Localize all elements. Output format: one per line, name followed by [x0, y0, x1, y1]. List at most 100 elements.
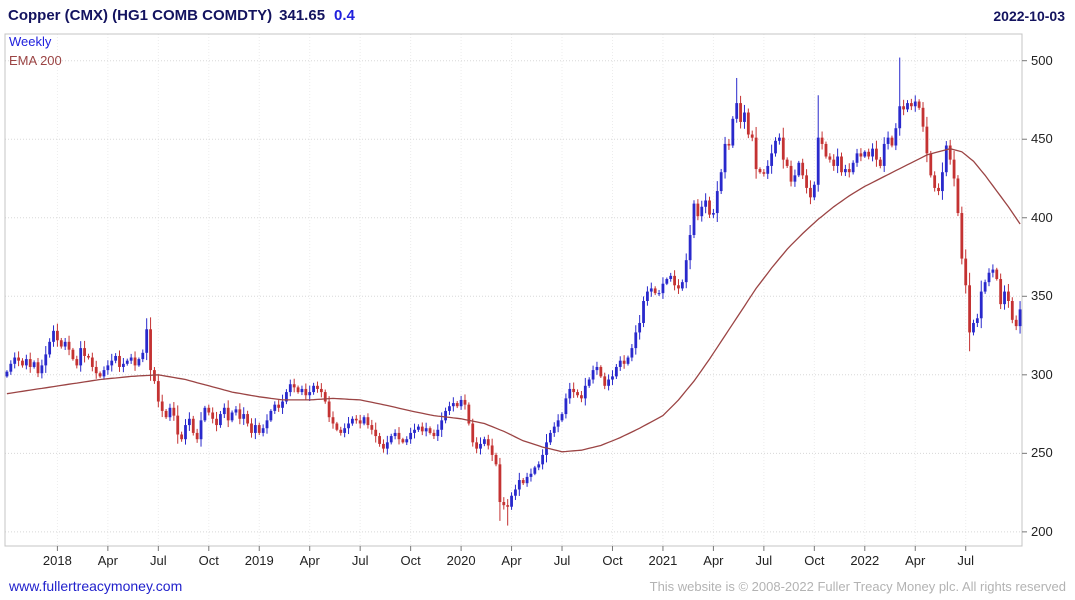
candle-body — [382, 443, 385, 449]
candle-body — [28, 359, 32, 367]
candle-body — [533, 467, 537, 474]
candle-body — [517, 480, 521, 490]
chart-date: 2022-10-03 — [993, 7, 1065, 24]
candle-body — [292, 384, 296, 388]
candle-body — [770, 153, 774, 166]
candle-body — [886, 137, 890, 144]
candle-body — [727, 143, 731, 146]
candle-body — [692, 203, 696, 236]
candle-body — [812, 184, 816, 198]
candle-body — [67, 341, 71, 350]
candle-body — [5, 371, 9, 377]
candle-body — [226, 407, 230, 421]
candle-body — [956, 178, 960, 214]
candle-body — [71, 349, 75, 360]
candle-body — [902, 106, 906, 110]
candle-body — [133, 357, 137, 366]
candle-body — [646, 291, 649, 301]
candle-body — [564, 398, 568, 415]
x-axis-label: Jul — [957, 553, 975, 568]
candle-body — [494, 454, 498, 465]
candle-body — [98, 373, 102, 377]
candle-body — [195, 432, 199, 440]
candle-body — [288, 384, 292, 393]
site-link[interactable]: www.fullertreacymoney.com — [9, 578, 183, 594]
candle-body — [420, 426, 424, 432]
price-chart[interactable]: Weekly EMA 200 200 250 300 350 400 450 500 2018… — [0, 28, 1075, 572]
candle-body — [618, 360, 622, 367]
candle-body — [463, 399, 467, 405]
candle-body — [797, 162, 801, 176]
candle-body — [626, 357, 630, 364]
candle-body — [909, 103, 913, 107]
x-axis-label: 2019 — [244, 553, 274, 568]
candle-body — [207, 407, 211, 413]
candle-body — [925, 126, 929, 154]
candle-body — [486, 439, 490, 446]
candle-body — [36, 362, 40, 374]
candle-body — [296, 387, 300, 393]
candle-body — [863, 151, 867, 157]
candle-body — [160, 401, 164, 411]
candle-body — [595, 366, 599, 371]
candle-body — [21, 360, 24, 366]
candle-body — [156, 381, 160, 402]
candle-body — [781, 137, 785, 160]
candle-body — [347, 423, 350, 429]
plot-border — [4, 33, 1023, 547]
x-axis-label: Jul — [755, 553, 773, 568]
candle-body — [875, 148, 878, 160]
candle-body — [187, 418, 191, 426]
candle-body — [230, 412, 234, 421]
candle-body — [222, 407, 226, 415]
candle-body — [242, 414, 246, 419]
candle-body — [587, 379, 591, 386]
candle-body — [657, 293, 661, 295]
candle-body — [149, 329, 152, 371]
candle-body — [416, 426, 420, 430]
y-axis-label: 250 — [1031, 445, 1053, 461]
x-axis-label: Jul — [150, 553, 167, 568]
candle-body — [199, 420, 203, 440]
candle-body — [715, 191, 719, 214]
candle-body — [972, 322, 975, 333]
candle-body — [440, 420, 444, 430]
candle-body — [583, 385, 587, 399]
x-axis-label: Apr — [299, 553, 320, 568]
candle-body — [673, 275, 676, 286]
x-axis-label: Apr — [97, 553, 118, 568]
candle-body — [52, 330, 55, 342]
candle-body — [323, 392, 327, 402]
candle-body — [960, 213, 964, 259]
price-chart-canvas[interactable] — [0, 28, 1075, 572]
page-footer: www.fullertreacymoney.com This website i… — [0, 572, 1075, 600]
x-axis-label: Jul — [553, 553, 571, 568]
candle-body — [393, 432, 397, 437]
candle-body — [906, 103, 909, 110]
candle-body — [17, 357, 20, 361]
candle-body — [87, 355, 90, 358]
candle-body — [521, 480, 525, 484]
candle-body — [114, 355, 118, 361]
candle-body — [378, 436, 381, 444]
candle-body — [331, 417, 335, 424]
candle-body — [362, 417, 366, 424]
candle-body — [75, 359, 79, 366]
candle-body — [121, 363, 125, 367]
candle-body — [677, 285, 680, 289]
candle-body — [1014, 319, 1018, 327]
candle-body — [514, 489, 517, 496]
candle-body — [24, 359, 28, 366]
candle-body — [397, 432, 401, 440]
candle-body — [599, 366, 603, 377]
candle-body — [118, 355, 121, 367]
candle-body — [665, 279, 669, 284]
x-axis-label: Oct — [400, 553, 421, 568]
candle-body — [137, 359, 141, 366]
candle-body — [937, 187, 940, 192]
candle-body — [385, 442, 389, 449]
candle-body — [79, 348, 83, 366]
candle-body — [560, 414, 564, 421]
candle-body — [94, 366, 98, 374]
candle-body — [191, 418, 195, 433]
